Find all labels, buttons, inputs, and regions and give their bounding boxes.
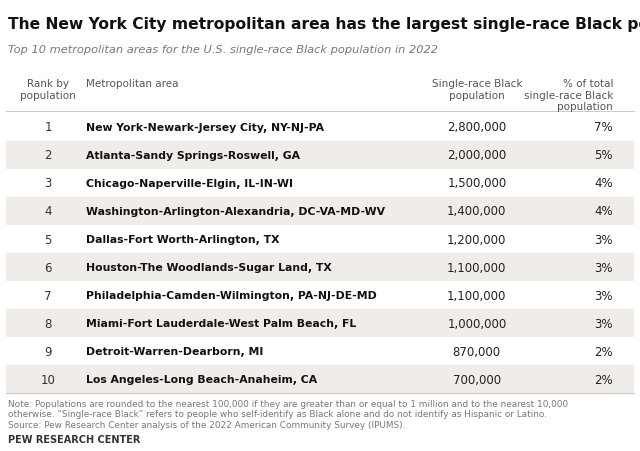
- Text: Single-race Black
population: Single-race Black population: [431, 79, 522, 101]
- Text: 1,200,000: 1,200,000: [447, 233, 506, 246]
- Text: 2,000,000: 2,000,000: [447, 149, 506, 162]
- Text: 3: 3: [44, 177, 52, 190]
- Text: 2%: 2%: [595, 345, 613, 358]
- Text: 2: 2: [44, 149, 52, 162]
- Text: 5: 5: [44, 233, 52, 246]
- Text: 870,000: 870,000: [452, 345, 501, 358]
- Text: 1,100,000: 1,100,000: [447, 261, 506, 274]
- Text: Detroit-Warren-Dearborn, MI: Detroit-Warren-Dearborn, MI: [86, 346, 264, 356]
- Text: 2%: 2%: [595, 373, 613, 386]
- Text: 10: 10: [40, 373, 56, 386]
- Text: Note: Populations are rounded to the nearest 100,000 if they are greater than or: Note: Populations are rounded to the nea…: [8, 399, 568, 429]
- Text: 3%: 3%: [595, 289, 613, 302]
- Text: 3%: 3%: [595, 233, 613, 246]
- Text: New York-Newark-Jersey City, NY-NJ-PA: New York-Newark-Jersey City, NY-NJ-PA: [86, 123, 324, 133]
- Text: 2,800,000: 2,800,000: [447, 121, 506, 134]
- Text: 700,000: 700,000: [452, 373, 501, 386]
- Text: Miami-Fort Lauderdale-West Palm Beach, FL: Miami-Fort Lauderdale-West Palm Beach, F…: [86, 318, 356, 328]
- Text: Dallas-Fort Worth-Arlington, TX: Dallas-Fort Worth-Arlington, TX: [86, 235, 280, 244]
- Text: Houston-The Woodlands-Sugar Land, TX: Houston-The Woodlands-Sugar Land, TX: [86, 262, 332, 272]
- Text: 7%: 7%: [595, 121, 613, 134]
- Text: 3%: 3%: [595, 261, 613, 274]
- Text: Atlanta-Sandy Springs-Roswell, GA: Atlanta-Sandy Springs-Roswell, GA: [86, 151, 300, 161]
- Text: Washington-Arlington-Alexandria, DC-VA-MD-WV: Washington-Arlington-Alexandria, DC-VA-M…: [86, 207, 385, 216]
- Text: Chicago-Naperville-Elgin, IL-IN-WI: Chicago-Naperville-Elgin, IL-IN-WI: [86, 179, 293, 189]
- Text: 5%: 5%: [595, 149, 613, 162]
- Text: 3%: 3%: [595, 317, 613, 330]
- Text: 1,500,000: 1,500,000: [447, 177, 506, 190]
- Text: 1: 1: [44, 121, 52, 134]
- Text: 7: 7: [44, 289, 52, 302]
- Text: PEW RESEARCH CENTER: PEW RESEARCH CENTER: [8, 434, 140, 444]
- Text: 4%: 4%: [595, 205, 613, 218]
- Text: Metropolitan area: Metropolitan area: [86, 79, 179, 89]
- Text: % of total
single-race Black
population: % of total single-race Black population: [524, 79, 613, 112]
- Text: Los Angeles-Long Beach-Anaheim, CA: Los Angeles-Long Beach-Anaheim, CA: [86, 374, 317, 384]
- Text: 9: 9: [44, 345, 52, 358]
- Text: 1,100,000: 1,100,000: [447, 289, 506, 302]
- Text: 4: 4: [44, 205, 52, 218]
- Text: 6: 6: [44, 261, 52, 274]
- Text: The New York City metropolitan area has the largest single-race Black population: The New York City metropolitan area has …: [8, 17, 640, 32]
- Text: Philadelphia-Camden-Wilmington, PA-NJ-DE-MD: Philadelphia-Camden-Wilmington, PA-NJ-DE…: [86, 290, 377, 300]
- Text: 8: 8: [44, 317, 52, 330]
- Text: 1,400,000: 1,400,000: [447, 205, 506, 218]
- Text: Top 10 metropolitan areas for the U.S. single-race Black population in 2022: Top 10 metropolitan areas for the U.S. s…: [8, 45, 438, 55]
- Text: 4%: 4%: [595, 177, 613, 190]
- Text: Rank by
population: Rank by population: [20, 79, 76, 101]
- Text: 1,000,000: 1,000,000: [447, 317, 506, 330]
